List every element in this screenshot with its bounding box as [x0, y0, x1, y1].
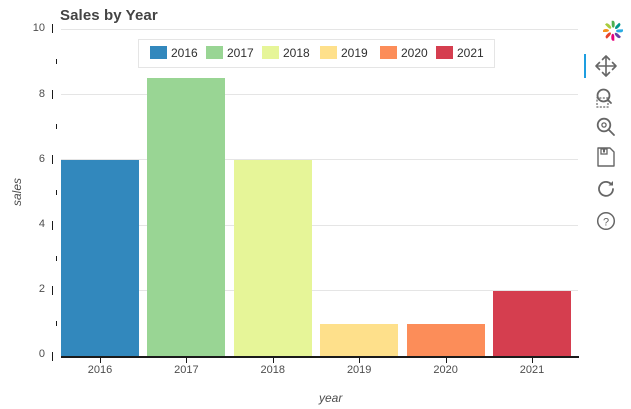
svg-text:?: ? [603, 217, 609, 229]
